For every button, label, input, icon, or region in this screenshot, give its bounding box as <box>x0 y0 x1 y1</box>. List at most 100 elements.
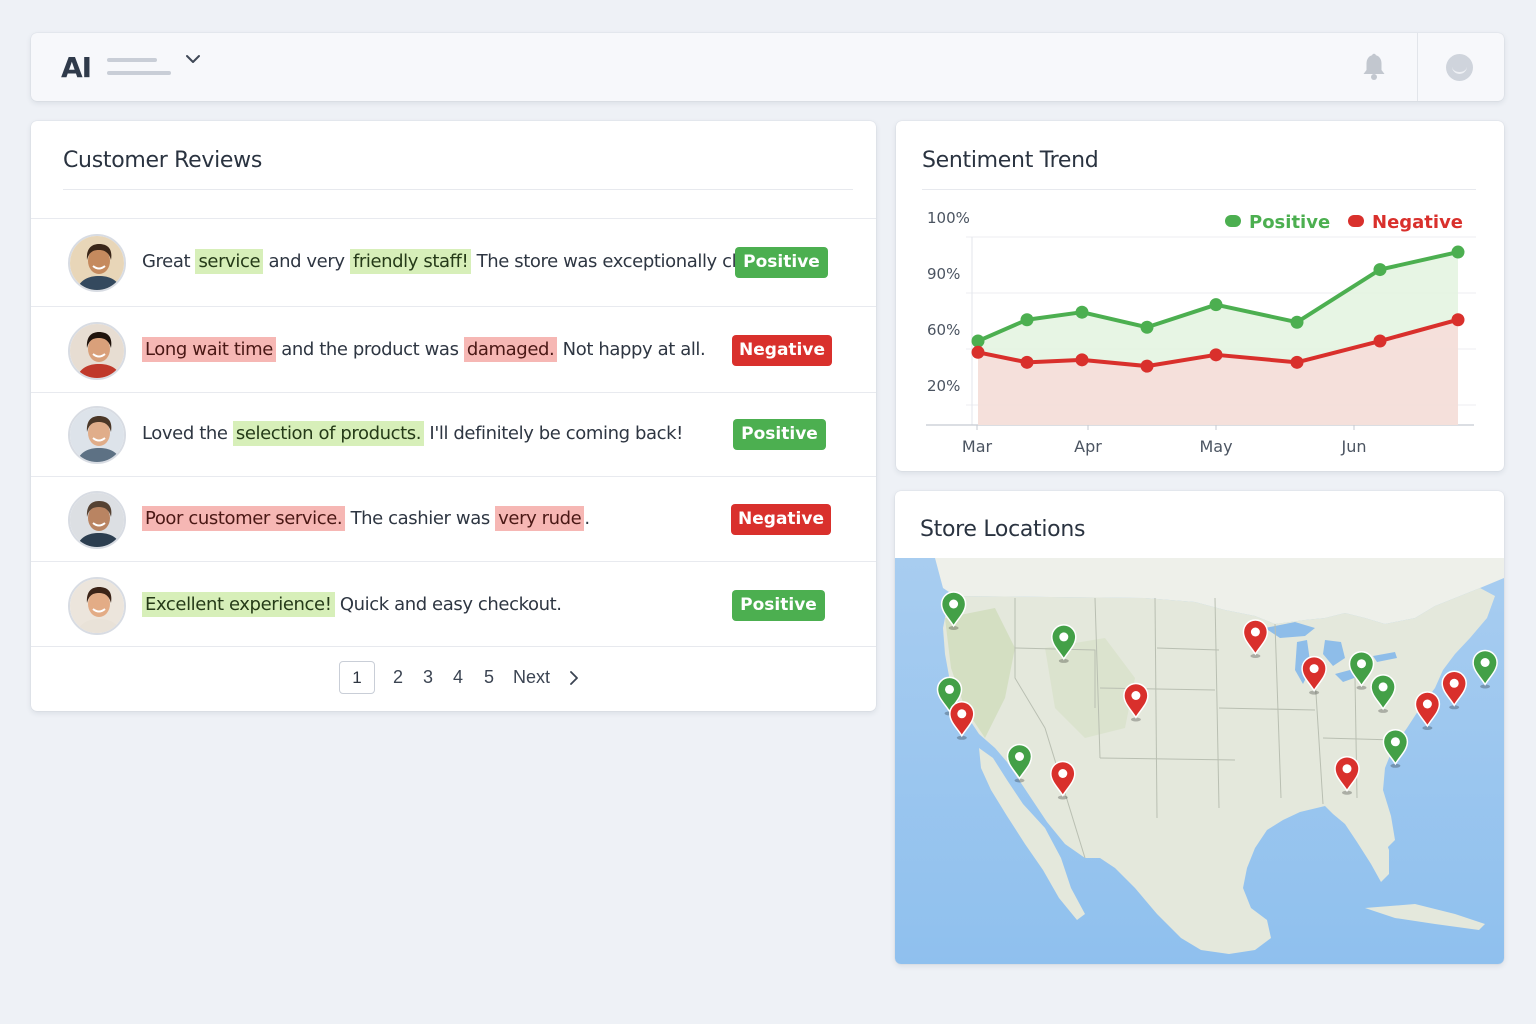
customer-reviews-panel: Customer Reviews Great service and very … <box>31 121 876 711</box>
list-divider <box>31 646 876 647</box>
terrain-shading <box>1045 638 1135 738</box>
store-pin-negative[interactable] <box>1242 619 1269 658</box>
state-borders <box>1014 597 1396 859</box>
review-text-segment: and the product was <box>275 338 464 360</box>
store-pin-negative[interactable] <box>1441 670 1467 710</box>
page-link[interactable]: 5 <box>484 667 495 687</box>
negative-point <box>1075 353 1089 367</box>
x-tick-label: Apr <box>1074 437 1102 456</box>
negative-point <box>1373 334 1387 348</box>
page-current[interactable]: 1 <box>339 661 375 694</box>
positive-point <box>1075 305 1089 319</box>
negative-highlight: damaged. <box>463 336 558 362</box>
review-text-segment: Not happy at all. <box>557 338 706 360</box>
y-tick-label: 100% <box>927 209 970 227</box>
reviewer-avatar <box>68 234 126 292</box>
positive-highlight: friendly staff! <box>349 249 472 274</box>
store-pin-negative[interactable] <box>1301 655 1327 695</box>
review-text: Loved the selection of products. I'll de… <box>142 421 683 446</box>
negative-area <box>978 319 1458 425</box>
positive-highlight: service <box>195 249 264 274</box>
sentiment-badge: Positive <box>732 589 825 621</box>
baja-peninsula <box>979 748 1085 920</box>
y-tick-label: 90% <box>927 265 960 283</box>
bell-icon[interactable] <box>1359 52 1389 82</box>
terrain-shading <box>945 608 1015 738</box>
chevron-right-icon[interactable] <box>569 671 579 685</box>
negative-point <box>1020 355 1034 369</box>
page-link[interactable]: 4 <box>453 667 464 687</box>
title-divider <box>922 189 1476 190</box>
reviewer-avatar <box>68 321 126 380</box>
sentiment-badge: Negative <box>731 504 831 535</box>
positive-point <box>1451 245 1465 259</box>
sentiment-trend-panel: Sentiment Trend 100% 90% 60% 20% Mar Apr May Ju… <box>896 121 1504 471</box>
panel-title: Customer Reviews <box>63 148 263 173</box>
store-locations-panel: Store Locations <box>895 491 1504 964</box>
negative-highlight: very rude <box>495 506 585 531</box>
reviewer-avatar <box>68 576 126 635</box>
x-tick-label: Jun <box>1341 437 1367 456</box>
store-pin-positive[interactable] <box>1348 650 1375 690</box>
negative-point <box>1451 313 1465 327</box>
negative-point <box>971 345 985 359</box>
page-link[interactable]: 2 <box>393 667 404 687</box>
review-row: Loved the selection of products. I'll de… <box>31 392 876 476</box>
florida-peninsula <box>1325 802 1389 882</box>
title-divider <box>63 189 853 190</box>
lake-huron <box>1323 640 1345 666</box>
legend-swatch <box>1225 215 1241 227</box>
app-name-placeholder-line <box>107 58 157 62</box>
chevron-down-icon[interactable] <box>185 53 201 65</box>
lake-superior <box>1265 622 1315 638</box>
store-pin-positive[interactable] <box>1382 729 1409 768</box>
y-tick-label: 20% <box>927 377 960 395</box>
user-avatar-icon[interactable] <box>1446 54 1473 81</box>
canada-landmass <box>935 558 1504 624</box>
reviewer-avatar <box>68 491 126 549</box>
us-map[interactable] <box>895 558 1504 964</box>
review-row: Long wait time and the product was damag… <box>31 306 876 393</box>
store-pin-positive[interactable] <box>940 591 967 630</box>
store-pin-positive[interactable] <box>1051 624 1077 663</box>
store-pin-positive[interactable] <box>1472 649 1498 689</box>
review-text-segment: The cashier was <box>345 508 496 529</box>
positive-point <box>1373 263 1387 277</box>
review-text: Long wait time and the product was damag… <box>142 336 706 362</box>
review-text: Great service and very friendly staff! T… <box>142 249 775 274</box>
review-text-segment: I'll definitely be coming back! <box>424 423 683 444</box>
positive-highlight: selection of products. <box>232 421 425 446</box>
store-pin-negative[interactable] <box>1414 691 1441 730</box>
negative-highlight: Poor customer service. <box>142 506 346 531</box>
positive-point <box>1020 313 1034 327</box>
positive-highlight: Excellent experience! <box>142 591 335 617</box>
store-pin-negative[interactable] <box>949 701 975 740</box>
review-text-segment: . <box>584 508 590 529</box>
review-text: Poor customer service. The cashier was v… <box>142 506 590 531</box>
caribbean-islands <box>1365 904 1485 930</box>
app-logo: AI <box>61 51 92 84</box>
panel-title: Sentiment Trend <box>922 148 1099 173</box>
review-text-segment: and very <box>263 251 350 272</box>
review-text-segment: The store was exceptionally clean. <box>471 251 775 272</box>
next-page-button[interactable]: Next <box>513 667 551 687</box>
negative-highlight: Long wait time <box>142 336 276 362</box>
sentiment-badge: Positive <box>733 419 826 450</box>
review-text: Excellent experience! Quick and easy che… <box>142 591 562 617</box>
reviewer-avatar <box>68 406 126 464</box>
store-pin-negative[interactable] <box>1123 682 1149 722</box>
legend-label: Positive <box>1249 212 1330 233</box>
store-pins <box>936 591 1498 800</box>
store-pin-positive[interactable] <box>1006 743 1033 783</box>
store-pin-negative[interactable] <box>1334 755 1360 795</box>
store-pin-positive[interactable] <box>1370 674 1396 713</box>
review-text-segment: Loved the <box>142 423 233 444</box>
review-row: Poor customer service. The cashier was v… <box>31 476 876 562</box>
positive-point <box>1140 320 1154 334</box>
store-pin-negative[interactable] <box>1050 760 1076 800</box>
positive-line <box>976 250 1460 344</box>
x-tick-label: Mar <box>962 437 993 456</box>
review-row: Great service and very friendly staff! T… <box>31 218 876 306</box>
page-link[interactable]: 3 <box>423 667 434 687</box>
negative-point <box>1209 348 1223 362</box>
